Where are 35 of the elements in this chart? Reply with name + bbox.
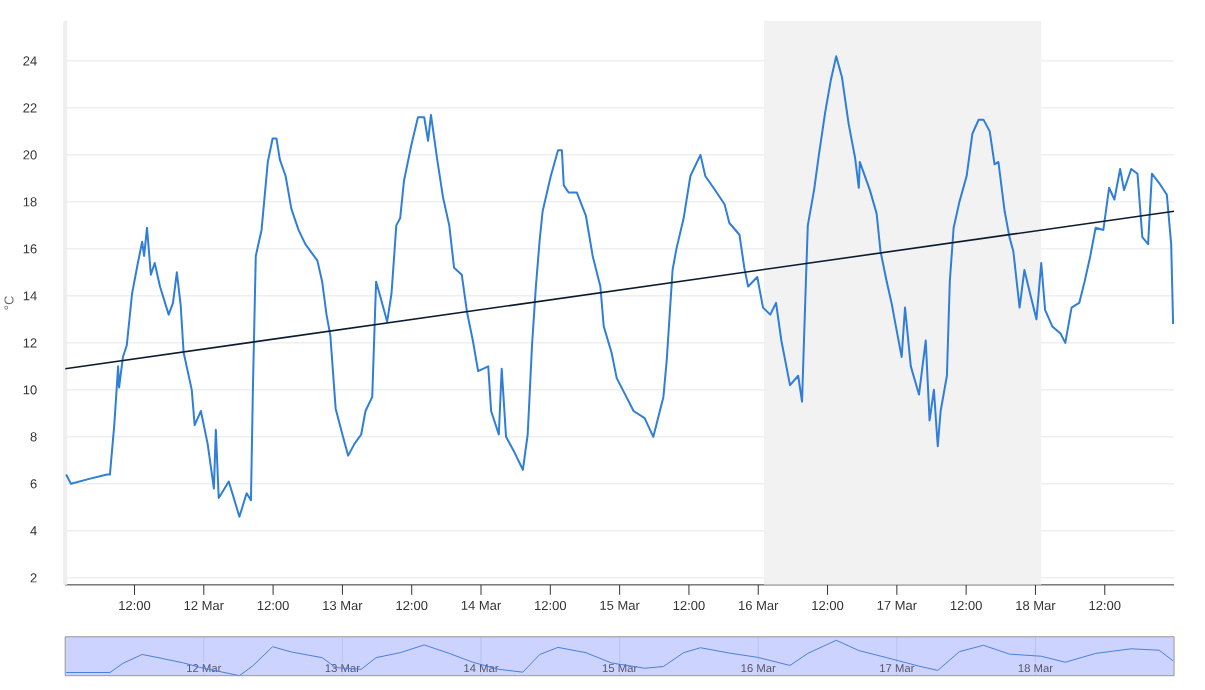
y-tick-label: 18: [23, 197, 37, 207]
x-tick-label: 12:00: [950, 601, 982, 611]
x-tick-label: 17 Mar: [877, 601, 917, 611]
y-tick-label: 8: [30, 432, 37, 442]
y-tick-label: 14: [23, 291, 37, 301]
x-tick-label: 15 Mar: [600, 601, 640, 611]
y-tick-label: 16: [23, 244, 37, 254]
y-tick-label: 2: [30, 573, 37, 583]
x-tick-label: 13 Mar: [323, 601, 363, 611]
x-tick-label: 12 Mar: [184, 601, 224, 611]
x-tick-label: 13 Mar: [325, 664, 360, 673]
x-tick-label: 12:00: [535, 601, 567, 611]
y-tick-label: 22: [23, 103, 37, 113]
x-tick-label: 12:00: [257, 601, 289, 611]
y-tick-label: 4: [30, 526, 37, 536]
y-tick-label: 20: [23, 150, 37, 160]
x-tick-label: 12:00: [812, 601, 844, 611]
x-tick-label: 12:00: [1089, 601, 1121, 611]
x-tick-label: 16 Mar: [739, 601, 779, 611]
x-tick-label: 12:00: [673, 601, 705, 611]
y-tick-label: 6: [30, 479, 37, 489]
x-tick-label: 15 Mar: [602, 664, 638, 673]
x-tick-label: 12 Mar: [187, 664, 222, 673]
y-tick-label: 10: [23, 385, 37, 395]
x-tick-label: 18 Mar: [1018, 664, 1053, 673]
x-tick-label: 14 Mar: [464, 664, 499, 673]
y-axis-title: °C: [4, 296, 14, 310]
y-tick-label: 12: [23, 338, 37, 348]
x-tick-label: 12:00: [119, 601, 151, 611]
x-tick-label: 12:00: [396, 601, 428, 611]
x-tick-label: 18 Mar: [1016, 601, 1056, 611]
y-tick-label: 24: [23, 56, 37, 66]
x-tick-label: 17 Mar: [880, 664, 915, 673]
x-tick-label: 14 Mar: [461, 601, 501, 611]
x-tick-label: 16 Mar: [741, 664, 776, 673]
